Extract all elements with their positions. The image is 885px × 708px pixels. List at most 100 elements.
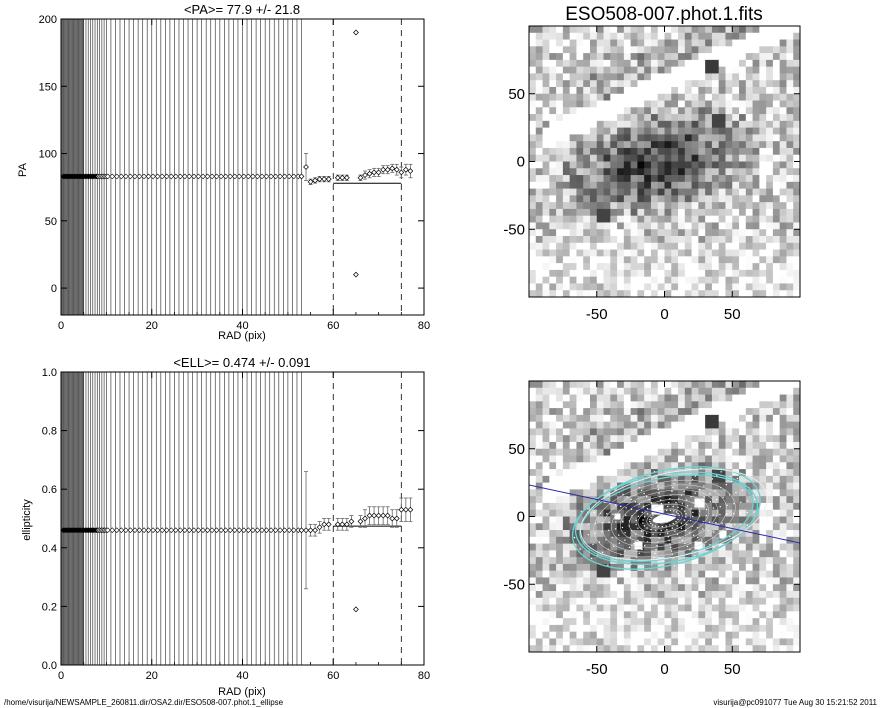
image-pixel bbox=[535, 550, 544, 558]
image-pixel bbox=[542, 638, 550, 646]
image-pixel bbox=[603, 435, 611, 443]
image-pixel bbox=[745, 584, 754, 592]
image-pixel bbox=[711, 496, 720, 504]
image-pixel bbox=[772, 181, 781, 190]
image-pixel bbox=[698, 435, 706, 443]
image-pixel bbox=[644, 604, 652, 612]
image-pixel bbox=[529, 469, 537, 477]
image-pixel bbox=[691, 26, 699, 34]
image-pixel bbox=[711, 141, 720, 149]
image-pixel bbox=[569, 134, 578, 142]
image-pixel bbox=[630, 73, 638, 81]
image-pixel bbox=[766, 631, 774, 640]
image-pixel bbox=[562, 563, 571, 572]
image-pixel bbox=[583, 188, 591, 196]
image-pixel bbox=[583, 448, 591, 457]
image-pixel bbox=[766, 469, 774, 477]
image-pixel bbox=[542, 222, 550, 230]
data-point bbox=[389, 165, 396, 172]
image-pixel bbox=[644, 394, 652, 402]
image-pixel bbox=[684, 624, 693, 633]
sample-dot bbox=[661, 506, 663, 509]
image-pixel bbox=[718, 455, 727, 463]
image-pixel bbox=[576, 290, 584, 297]
image-pixel bbox=[766, 86, 774, 95]
image-pixel bbox=[671, 591, 679, 599]
image-pixel bbox=[786, 462, 794, 470]
image-pixel bbox=[650, 100, 659, 108]
image-pixel bbox=[671, 563, 679, 572]
image-pixel bbox=[630, 516, 638, 524]
image-pixel bbox=[759, 645, 767, 652]
image-pixel bbox=[657, 46, 666, 54]
image-pixel bbox=[698, 421, 706, 430]
image-pixel bbox=[637, 462, 645, 470]
image-pixel bbox=[779, 46, 788, 54]
image-pixel bbox=[549, 557, 557, 565]
image-pixel bbox=[711, 249, 720, 257]
image-pixel bbox=[772, 127, 781, 135]
image-pixel bbox=[739, 175, 747, 183]
sample-dot bbox=[671, 490, 673, 492]
sample-dot bbox=[655, 548, 657, 551]
image-pixel bbox=[772, 46, 781, 54]
image-pixel bbox=[691, 631, 699, 640]
image-pixel bbox=[664, 591, 672, 599]
image-pixel bbox=[786, 428, 794, 436]
image-pixel bbox=[739, 127, 747, 135]
inner-data-points bbox=[60, 527, 302, 534]
image-pixel bbox=[772, 283, 781, 291]
image-pixel bbox=[766, 394, 774, 402]
image-pixel bbox=[637, 618, 645, 626]
image-pixel bbox=[556, 222, 564, 230]
image-pixel bbox=[529, 242, 537, 251]
image-pixel bbox=[711, 448, 720, 457]
image-pixel bbox=[725, 645, 733, 652]
image-pixel bbox=[556, 421, 564, 430]
image-pixel bbox=[576, 127, 584, 135]
image-pixel bbox=[779, 441, 788, 450]
image-pixel bbox=[684, 39, 693, 47]
image-pixel bbox=[535, 475, 544, 484]
image-pixel bbox=[542, 482, 550, 490]
image-pixel bbox=[549, 147, 557, 156]
image-pixel bbox=[772, 428, 781, 436]
image-pixel bbox=[603, 502, 611, 511]
image-pixel bbox=[718, 53, 727, 61]
image-pixel bbox=[732, 195, 740, 203]
image-pixel bbox=[684, 428, 693, 436]
image-pixel bbox=[583, 516, 591, 524]
image-pixel bbox=[644, 222, 652, 230]
image-pixel bbox=[793, 66, 800, 75]
image-pixel bbox=[596, 462, 605, 470]
pa-title: <PA>= 77.9 +/- 21.8 bbox=[184, 2, 300, 17]
image-pixel bbox=[657, 469, 666, 477]
x-tick-label: 50 bbox=[724, 306, 741, 323]
image-pixel bbox=[752, 624, 760, 633]
image-pixel bbox=[603, 276, 611, 285]
image-pixel bbox=[664, 147, 672, 156]
image-pixel bbox=[562, 482, 571, 490]
sample-dot bbox=[635, 523, 637, 526]
image-pixel bbox=[732, 26, 740, 34]
image-pixel bbox=[535, 202, 544, 210]
image-pixel bbox=[664, 53, 672, 61]
image-pixel bbox=[772, 421, 781, 430]
sample-dot bbox=[666, 528, 668, 531]
image-pixel bbox=[752, 570, 760, 579]
image-pixel bbox=[589, 570, 598, 579]
image-pixel bbox=[766, 195, 774, 203]
sample-dot bbox=[674, 530, 676, 532]
image-pixel bbox=[569, 100, 578, 108]
image-pixel bbox=[650, 428, 659, 436]
image-pixel bbox=[691, 93, 699, 102]
image-pixel bbox=[603, 147, 611, 156]
image-pixel bbox=[759, 73, 767, 81]
image-pixel bbox=[671, 421, 679, 430]
image-pixel bbox=[711, 631, 720, 640]
image-pixel bbox=[671, 134, 679, 142]
image-pixel bbox=[745, 482, 754, 490]
image-pixel bbox=[569, 530, 578, 538]
image-pixel bbox=[745, 32, 754, 41]
image-pixel bbox=[698, 408, 706, 416]
